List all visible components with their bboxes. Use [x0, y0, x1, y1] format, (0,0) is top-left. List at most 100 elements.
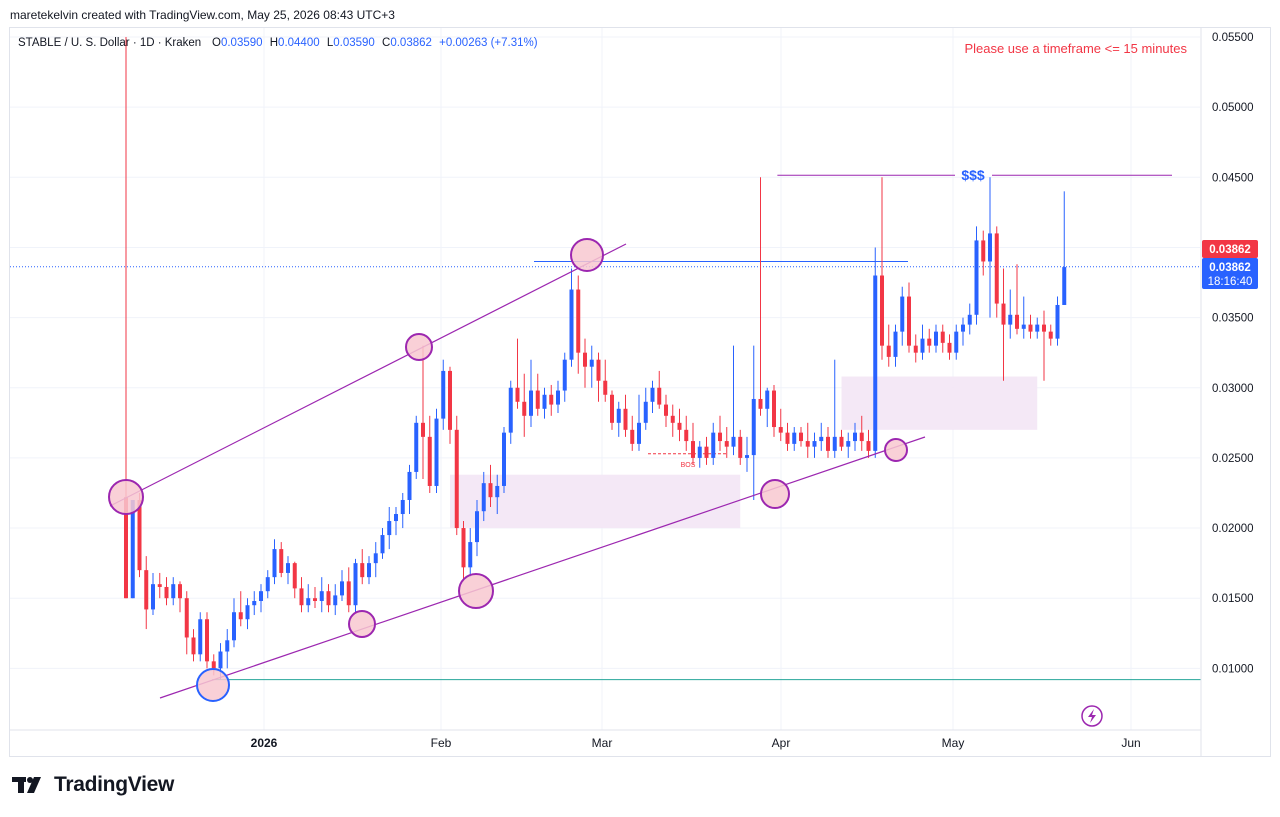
candle-body [495, 485, 500, 498]
support-trendline [159, 436, 926, 699]
touch-marker-circle [196, 668, 230, 702]
candle-body [1062, 267, 1067, 305]
candle-body [434, 418, 439, 486]
time-tick-label: 2026 [251, 736, 278, 750]
candle-body [927, 338, 932, 346]
candle-body [441, 370, 446, 419]
candle-body [1055, 304, 1060, 339]
candle-body [1048, 331, 1053, 339]
candle-body [333, 595, 338, 606]
price-axis: 0.055000.050000.045000.040000.035000.030… [1200, 28, 1254, 757]
candle-body [812, 441, 817, 447]
tradingview-logo[interactable]: TradingView [12, 773, 174, 797]
candle-body [799, 432, 803, 442]
candle-body [508, 387, 513, 433]
candle-body [218, 651, 223, 669]
candle-body [758, 398, 763, 409]
chart-frame [9, 27, 1271, 757]
candle-body [765, 390, 770, 409]
price-tick-label: 0.03000 [1212, 383, 1254, 395]
touch-marker-circle [760, 479, 790, 509]
bos-label: BOS [681, 462, 696, 469]
candle-body [535, 390, 540, 409]
candle-body [427, 436, 432, 486]
candle-body [407, 471, 412, 500]
candle-body [907, 296, 911, 346]
candle-body [866, 441, 871, 451]
candle-body [171, 584, 176, 599]
candle-body [650, 387, 655, 402]
lightning-icon[interactable] [1081, 705, 1103, 727]
candle-body [967, 314, 972, 325]
price-tick-label: 0.01000 [1212, 663, 1254, 675]
candle-body [542, 394, 547, 409]
candle-body [711, 432, 716, 458]
candle-body [421, 422, 425, 437]
chart-credit: maretekelvin created with TradingView.co… [10, 8, 395, 22]
candle-body [1015, 314, 1019, 329]
candle-body [664, 404, 668, 416]
candle-body [373, 553, 378, 564]
candle-body [569, 289, 574, 360]
price-tick-label: 0.04500 [1212, 172, 1254, 184]
price-tick-label: 0.01500 [1212, 593, 1254, 605]
candle-body [677, 422, 682, 430]
price-tick-label: 0.02000 [1212, 523, 1254, 535]
candle-body [805, 441, 810, 447]
price-tick-label: 0.05500 [1212, 32, 1254, 44]
time-tick-label: Mar [592, 736, 613, 750]
demand-zone [450, 474, 741, 529]
candle-body [1028, 324, 1033, 332]
candle-body [954, 331, 959, 353]
candle-body [691, 441, 695, 458]
demand-zone [841, 376, 1038, 430]
candle-body [994, 233, 999, 304]
touch-marker-circle [405, 333, 433, 361]
candle-body [529, 390, 533, 416]
candle-body [778, 427, 783, 433]
candle-body [610, 394, 614, 423]
candle-body [157, 584, 162, 587]
price-tick-label: 0.03500 [1212, 313, 1254, 325]
candle-body [1021, 324, 1026, 329]
candle-body [306, 598, 311, 606]
touch-markers [108, 238, 908, 702]
candle-body [684, 429, 689, 442]
candle-body [974, 240, 979, 315]
time-tick-label: Apr [772, 736, 791, 750]
candle-body [670, 415, 675, 423]
candle-body [360, 563, 365, 578]
candle-body [475, 511, 479, 543]
candle-body [745, 455, 749, 458]
candle-body [623, 408, 628, 430]
candle-body [853, 432, 857, 442]
legend-ohlc: O0.03590 H0.04400 L0.03590 C0.03862 +0.0… [212, 37, 538, 49]
touch-marker-circle [348, 610, 376, 638]
timeframe-warning: Please use a timeframe <= 15 minutes [964, 41, 1187, 56]
candle-body [616, 408, 621, 423]
trendlines [109, 243, 926, 699]
candles [124, 37, 1067, 680]
candle-body [792, 432, 797, 444]
candle-body [913, 345, 918, 353]
candle-body [515, 387, 520, 402]
candle-body [130, 499, 135, 599]
candle-body [589, 359, 594, 367]
close-price-tag: 0.03862 18:16:40 [1202, 258, 1258, 289]
candle-body [886, 345, 891, 357]
candle-body [988, 233, 992, 262]
candle-body [225, 640, 230, 652]
candle-body [576, 289, 581, 353]
touch-marker-circle [570, 238, 604, 272]
candle-body [731, 436, 736, 447]
candle-body [832, 436, 837, 451]
candle-body [137, 499, 142, 571]
candle-body [299, 588, 304, 606]
candle-body [826, 436, 830, 451]
candle-body [846, 441, 851, 447]
candle-body [718, 432, 722, 442]
candle-body [380, 535, 385, 554]
candle-body [603, 380, 608, 395]
candle-body [340, 581, 344, 596]
